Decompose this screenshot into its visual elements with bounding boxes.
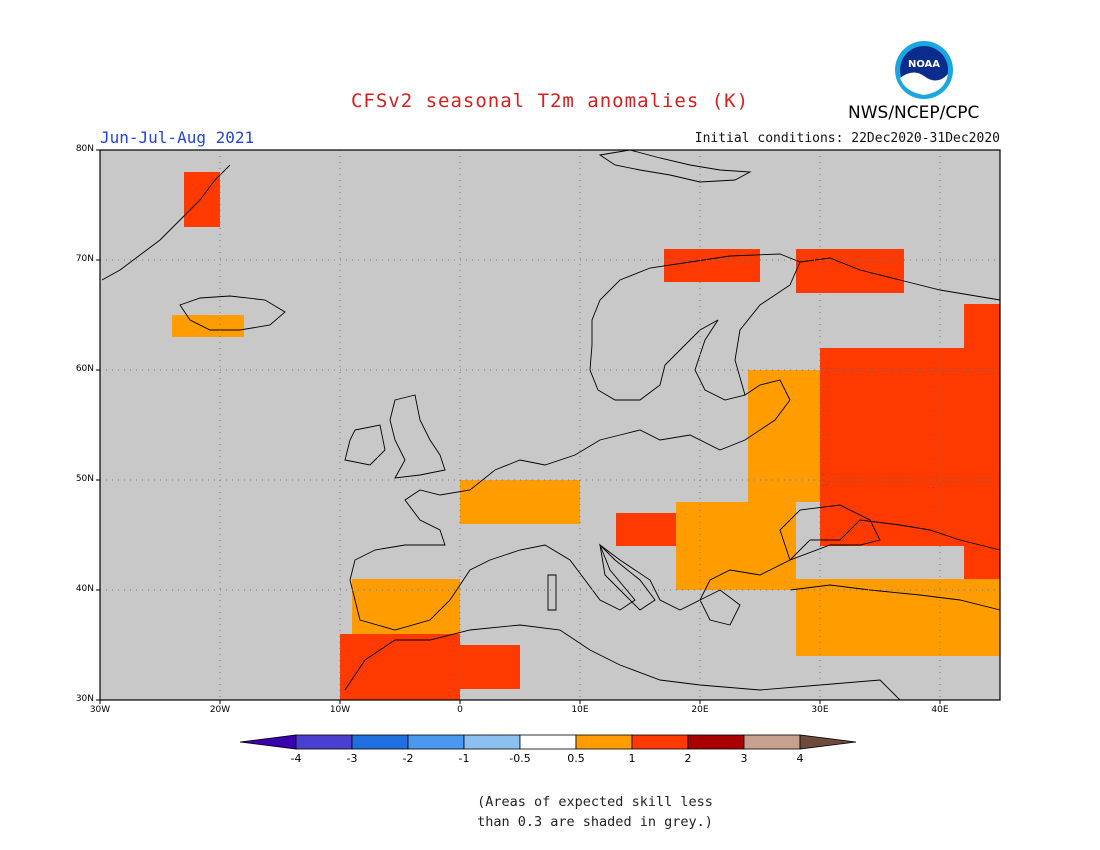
season-label: Jun-Jul-Aug 2021 (100, 128, 255, 147)
turkey-coast (789, 584, 1001, 611)
colorbar-box (743, 734, 801, 750)
lon-label: 20W (209, 705, 231, 715)
anomaly-region-1 (820, 348, 964, 546)
map-frame (99, 149, 1001, 701)
colorbar-box (575, 734, 633, 750)
colorbar-label: 2 (684, 752, 692, 765)
skill-note-line-2: than 0.3 are shaded in grey.) (477, 814, 713, 830)
svalbard-coast (598, 149, 752, 183)
greece-coast (699, 589, 741, 626)
initial-conditions-label: Initial conditions: 22Dec2020-31Dec2020 (694, 131, 1000, 146)
colorbar-label: 3 (740, 752, 748, 765)
colorbar-label: -4 (290, 752, 302, 765)
europe-south-coast (349, 434, 1001, 631)
lat-label: 30N (75, 694, 94, 704)
colorbar-label: -0.5 (509, 752, 531, 765)
lat-label: 80N (75, 144, 94, 154)
colorbar-box (519, 734, 577, 750)
agency-label: NWS/NCEP/CPC (848, 103, 980, 123)
colorbar-label: 1 (628, 752, 636, 765)
colorbar-label: -3 (346, 752, 358, 765)
greenland-coast (101, 164, 231, 281)
lat-label: 50N (75, 474, 94, 484)
skill-note-line-1: (Areas of expected skill less (477, 794, 713, 810)
colorbar-label: -1 (458, 752, 470, 765)
great-britain-coast (389, 394, 446, 479)
north-africa-coast (344, 624, 901, 701)
colorbar-box (407, 734, 465, 750)
noaa-logo-text: NOAA (908, 59, 940, 70)
lon-label: 40E (931, 705, 949, 715)
lon-label: 10E (571, 705, 589, 715)
anomaly-region-10 (352, 579, 460, 634)
anomaly-region-12 (676, 502, 796, 590)
lon-label: 10W (329, 705, 351, 715)
map-grid (100, 150, 1000, 700)
colorbar-box (351, 734, 409, 750)
colorbar-box (295, 734, 353, 750)
anomaly-region-0 (964, 304, 1000, 612)
anomaly-map (96, 149, 1001, 704)
colorbar-label: 4 (796, 752, 804, 765)
anomaly-region-8 (460, 645, 520, 689)
north-russia-coast (799, 257, 1001, 301)
colorbar (239, 734, 857, 750)
lon-label: 30W (89, 705, 111, 715)
colorbar-box (687, 734, 745, 750)
colorbar-box (631, 734, 689, 750)
ireland-coast (344, 424, 386, 466)
lon-label: 30E (811, 705, 829, 715)
black-sea-coast (779, 504, 881, 561)
lat-label: 60N (75, 364, 94, 374)
anomaly-region-3 (664, 249, 760, 282)
lon-label: 20E (691, 705, 709, 715)
anomaly-regions (172, 172, 1000, 700)
italy-coast (599, 543, 656, 611)
colorbar-label: -2 (402, 752, 414, 765)
baltic-coast (619, 379, 791, 451)
anomaly-region-4 (796, 249, 904, 293)
colorbar-box (463, 734, 521, 750)
coastlines (101, 149, 1001, 701)
colorbar-max-arrow (799, 734, 857, 750)
chart-title: CFSv2 seasonal T2m anomalies (K) (350, 90, 750, 112)
colorbar-label: 0.5 (567, 752, 585, 765)
lat-label: 70N (75, 254, 94, 264)
skill-note: (Areas of expected skill less than 0.3 a… (0, 792, 1100, 832)
lat-label: 40N (75, 584, 94, 594)
scandinavia-coast (589, 253, 801, 401)
lon-label: 0 (457, 705, 463, 715)
sardinia-coast (547, 574, 557, 611)
anomaly-region-6 (796, 579, 1000, 656)
anomaly-region-11 (460, 480, 580, 524)
noaa-logo: NOAA (895, 41, 953, 99)
iceland-coast (179, 295, 286, 331)
colorbar-min-arrow (239, 734, 297, 750)
